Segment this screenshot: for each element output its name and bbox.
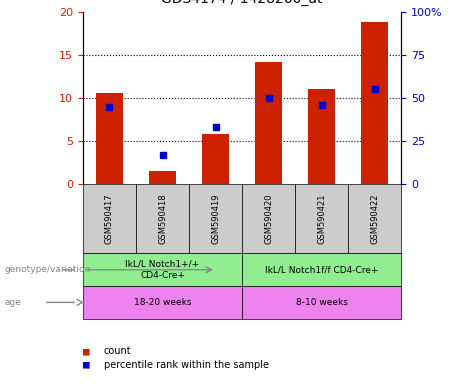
Text: GSM590422: GSM590422 (370, 194, 379, 244)
Text: ■: ■ (83, 360, 90, 370)
Text: ■: ■ (83, 346, 90, 356)
Text: GSM590420: GSM590420 (264, 194, 273, 244)
Bar (242, 253, 401, 286)
Text: genotype/variation: genotype/variation (5, 265, 91, 274)
Bar (242, 286, 401, 319)
Text: 8-10 weeks: 8-10 weeks (296, 298, 348, 307)
Text: count: count (104, 346, 131, 356)
Bar (189, 184, 242, 253)
Text: IkL/L Notch1+/+
CD4-Cre+: IkL/L Notch1+/+ CD4-Cre+ (125, 260, 200, 280)
Bar (83, 286, 242, 319)
Bar (242, 184, 295, 253)
Text: 18-20 weeks: 18-20 weeks (134, 298, 191, 307)
Text: percentile rank within the sample: percentile rank within the sample (104, 360, 269, 370)
Title: GDS4174 / 1428260_at: GDS4174 / 1428260_at (161, 0, 323, 6)
Bar (202, 134, 229, 184)
Bar (361, 22, 388, 184)
Text: GSM590418: GSM590418 (158, 194, 167, 244)
Bar (348, 184, 401, 253)
Bar (255, 62, 282, 184)
Text: age: age (5, 298, 22, 307)
Bar (136, 184, 189, 253)
Bar (149, 171, 176, 184)
Bar (83, 184, 136, 253)
Text: GSM590417: GSM590417 (105, 194, 114, 244)
Bar (308, 89, 335, 184)
Text: IkL/L Notch1f/f CD4-Cre+: IkL/L Notch1f/f CD4-Cre+ (265, 265, 378, 274)
Text: GSM590419: GSM590419 (211, 194, 220, 244)
Bar (83, 253, 242, 286)
Bar (96, 93, 123, 184)
Bar (295, 184, 348, 253)
Text: GSM590421: GSM590421 (317, 194, 326, 244)
